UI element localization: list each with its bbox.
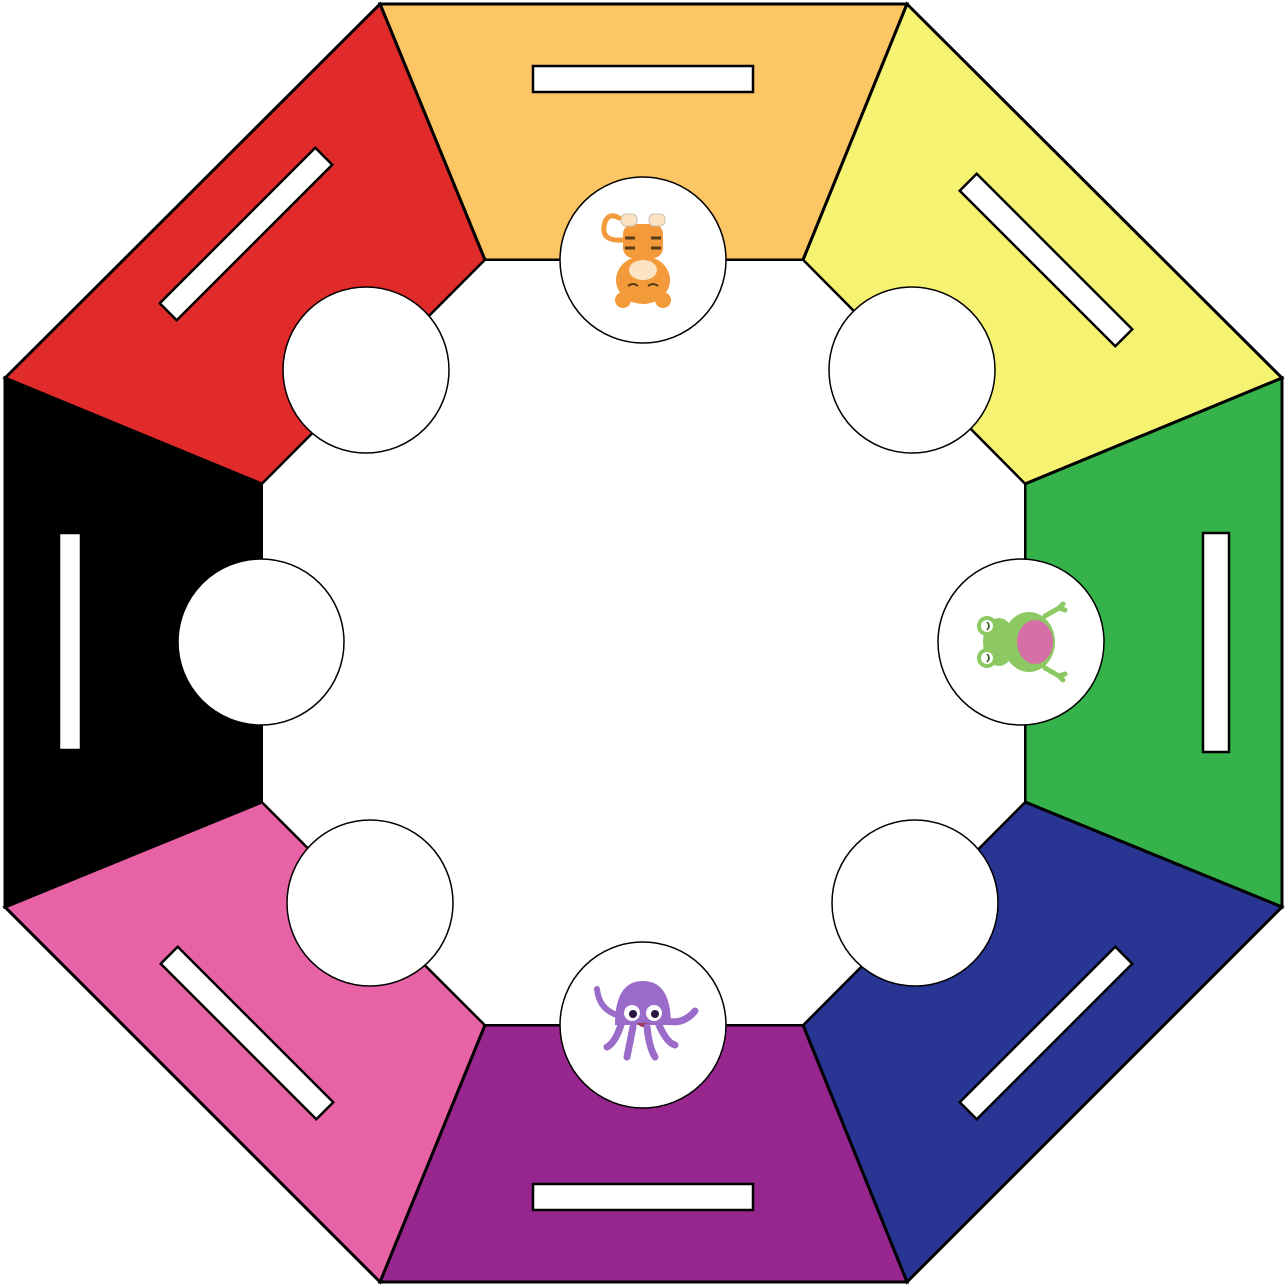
frog-leg-right: [1042, 601, 1068, 619]
tiger-tail: [601, 213, 626, 243]
slot-bottom-right[interactable]: [957, 944, 1135, 1122]
tiger-leg-left: [648, 213, 666, 227]
octopus-arm: [594, 986, 620, 1018]
octopus-icon[interactable]: [594, 981, 699, 1061]
spot-bottom-right[interactable]: [831, 819, 999, 987]
tiger-body: [623, 224, 663, 258]
frog-leg-left: [1042, 665, 1068, 683]
tiger-muzzle: [629, 260, 657, 280]
spot-left[interactable]: [177, 558, 345, 726]
tiger-leg-right: [620, 213, 638, 227]
octopus-tentacles: [603, 1007, 699, 1061]
slot-right[interactable]: [1201, 531, 1231, 754]
slot-top-left[interactable]: [157, 145, 335, 323]
spot-bottom-left[interactable]: [286, 819, 454, 987]
slot-left[interactable]: [57, 531, 83, 752]
slot-bottom-left[interactable]: [158, 944, 336, 1122]
tiger-ear-right: [615, 292, 631, 308]
slot-top-right[interactable]: [957, 171, 1135, 349]
spot-top-right[interactable]: [828, 286, 996, 454]
spot-top-left[interactable]: [282, 286, 450, 454]
frog-icon[interactable]: [977, 601, 1068, 683]
slot-bottom[interactable]: [531, 1182, 755, 1212]
frog-belly: [1017, 620, 1053, 664]
slot-top[interactable]: [531, 64, 755, 94]
tiger-icon[interactable]: [601, 213, 671, 308]
tiger-stripes: [625, 236, 661, 250]
tiger-ear-left: [655, 292, 671, 308]
tiger-eye-left: [647, 283, 659, 287]
tiger-eye-right: [627, 283, 639, 287]
